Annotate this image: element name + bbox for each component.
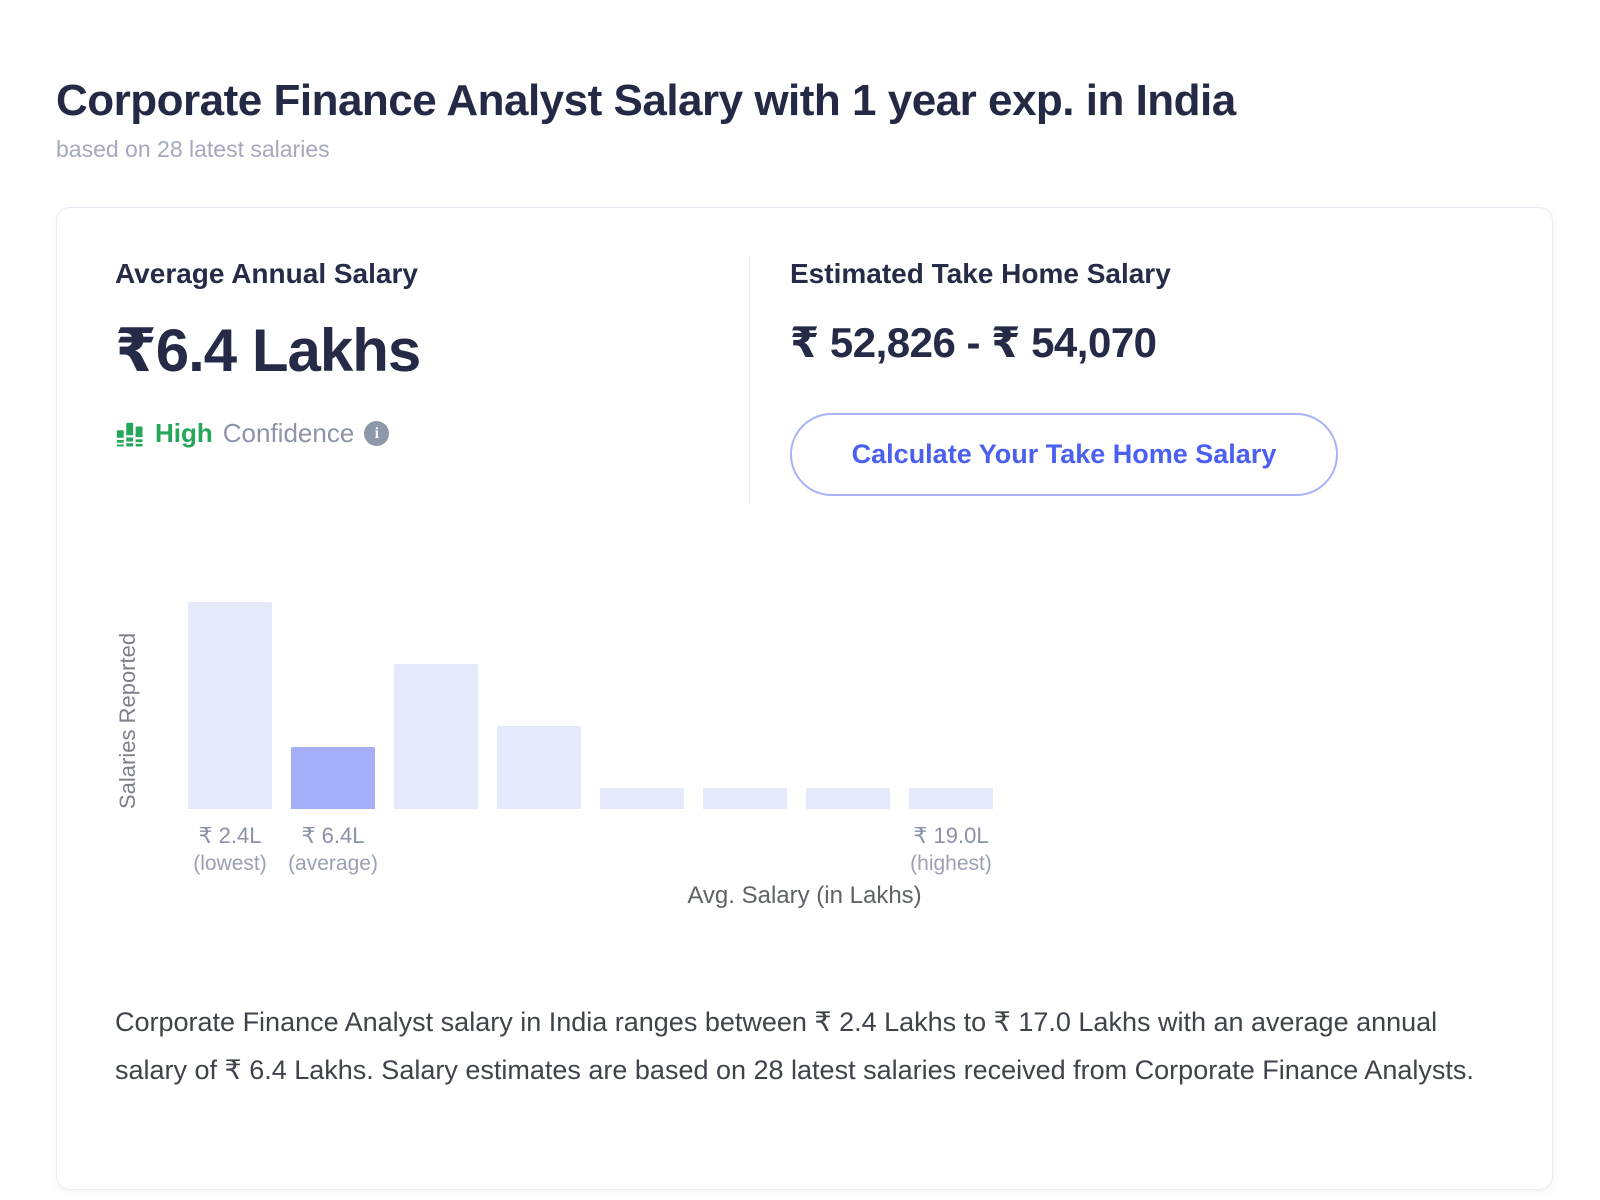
x-tick-value: ₹ 2.4L [198, 823, 262, 848]
x-axis-title: Avg. Salary (in Lakhs) [687, 882, 922, 909]
x-tick: ₹ 6.4L (average) [288, 823, 378, 876]
x-tick: ₹ 2.4L (lowest) [188, 823, 272, 876]
plot-area: ₹ 2.4L (lowest) ₹ 6.4L (average) ₹ 19.0L (hig… [188, 569, 993, 876]
bar [909, 788, 993, 809]
x-tick: ₹ 19.0L (highest) [909, 823, 993, 876]
confidence-level: High [155, 418, 213, 448]
average-salary-section: Average Annual Salary ₹6.4 Lakhs [115, 258, 749, 449]
x-tick-note: (highest) [910, 852, 992, 875]
x-tick [703, 823, 787, 876]
average-salary-value: ₹6.4 Lakhs [115, 317, 421, 384]
calculate-take-home-button[interactable]: Calculate Your Take Home Salary [790, 413, 1338, 496]
confidence-badge: High Confidence i [115, 418, 749, 449]
salary-summary-row: Average Annual Salary ₹6.4 Lakhs [115, 255, 1494, 505]
page-title: Corporate Finance Analyst Salary with 1 … [56, 76, 1236, 125]
bar [497, 726, 581, 809]
bar [394, 664, 478, 809]
salary-histogram: Salaries Reported ₹ 2.4L (lowest) ₹ 6.4L (a… [115, 569, 1494, 910]
x-tick-note: (average) [288, 852, 378, 875]
x-tick [497, 823, 581, 876]
page-subtitle: based on 28 latest salaries [56, 136, 330, 162]
confidence-label: Confidence [222, 418, 355, 448]
x-tick [600, 823, 684, 876]
x-tick [394, 823, 478, 876]
x-tick-note: (lowest) [193, 852, 267, 875]
x-tick-row: ₹ 2.4L (lowest) ₹ 6.4L (average) ₹ 19.0L (hig… [188, 823, 993, 876]
column-divider [749, 255, 750, 505]
bar-group [188, 569, 993, 809]
bar [188, 602, 272, 809]
x-tick [806, 823, 890, 876]
bar [703, 788, 787, 809]
salary-card: Average Annual Salary ₹6.4 Lakhs [56, 207, 1553, 1190]
take-home-label: Estimated Take Home Salary [790, 258, 1171, 289]
bar [806, 788, 890, 809]
y-axis-label: Salaries Reported [115, 632, 140, 809]
bar-average [291, 747, 375, 809]
take-home-section: Estimated Take Home Salary ₹ 52,826 - ₹ … [750, 258, 1338, 496]
info-icon[interactable]: i [364, 421, 390, 446]
x-tick-value: ₹ 6.4L [301, 823, 365, 848]
x-tick-value: ₹ 19.0L [913, 823, 989, 848]
bar [600, 788, 684, 809]
bar-chart-icon [115, 419, 145, 449]
salary-description: Corporate Finance Analyst salary in Indi… [115, 1007, 1474, 1085]
average-salary-label: Average Annual Salary [115, 258, 418, 289]
take-home-value: ₹ 52,826 - ₹ 54,070 [790, 319, 1157, 366]
